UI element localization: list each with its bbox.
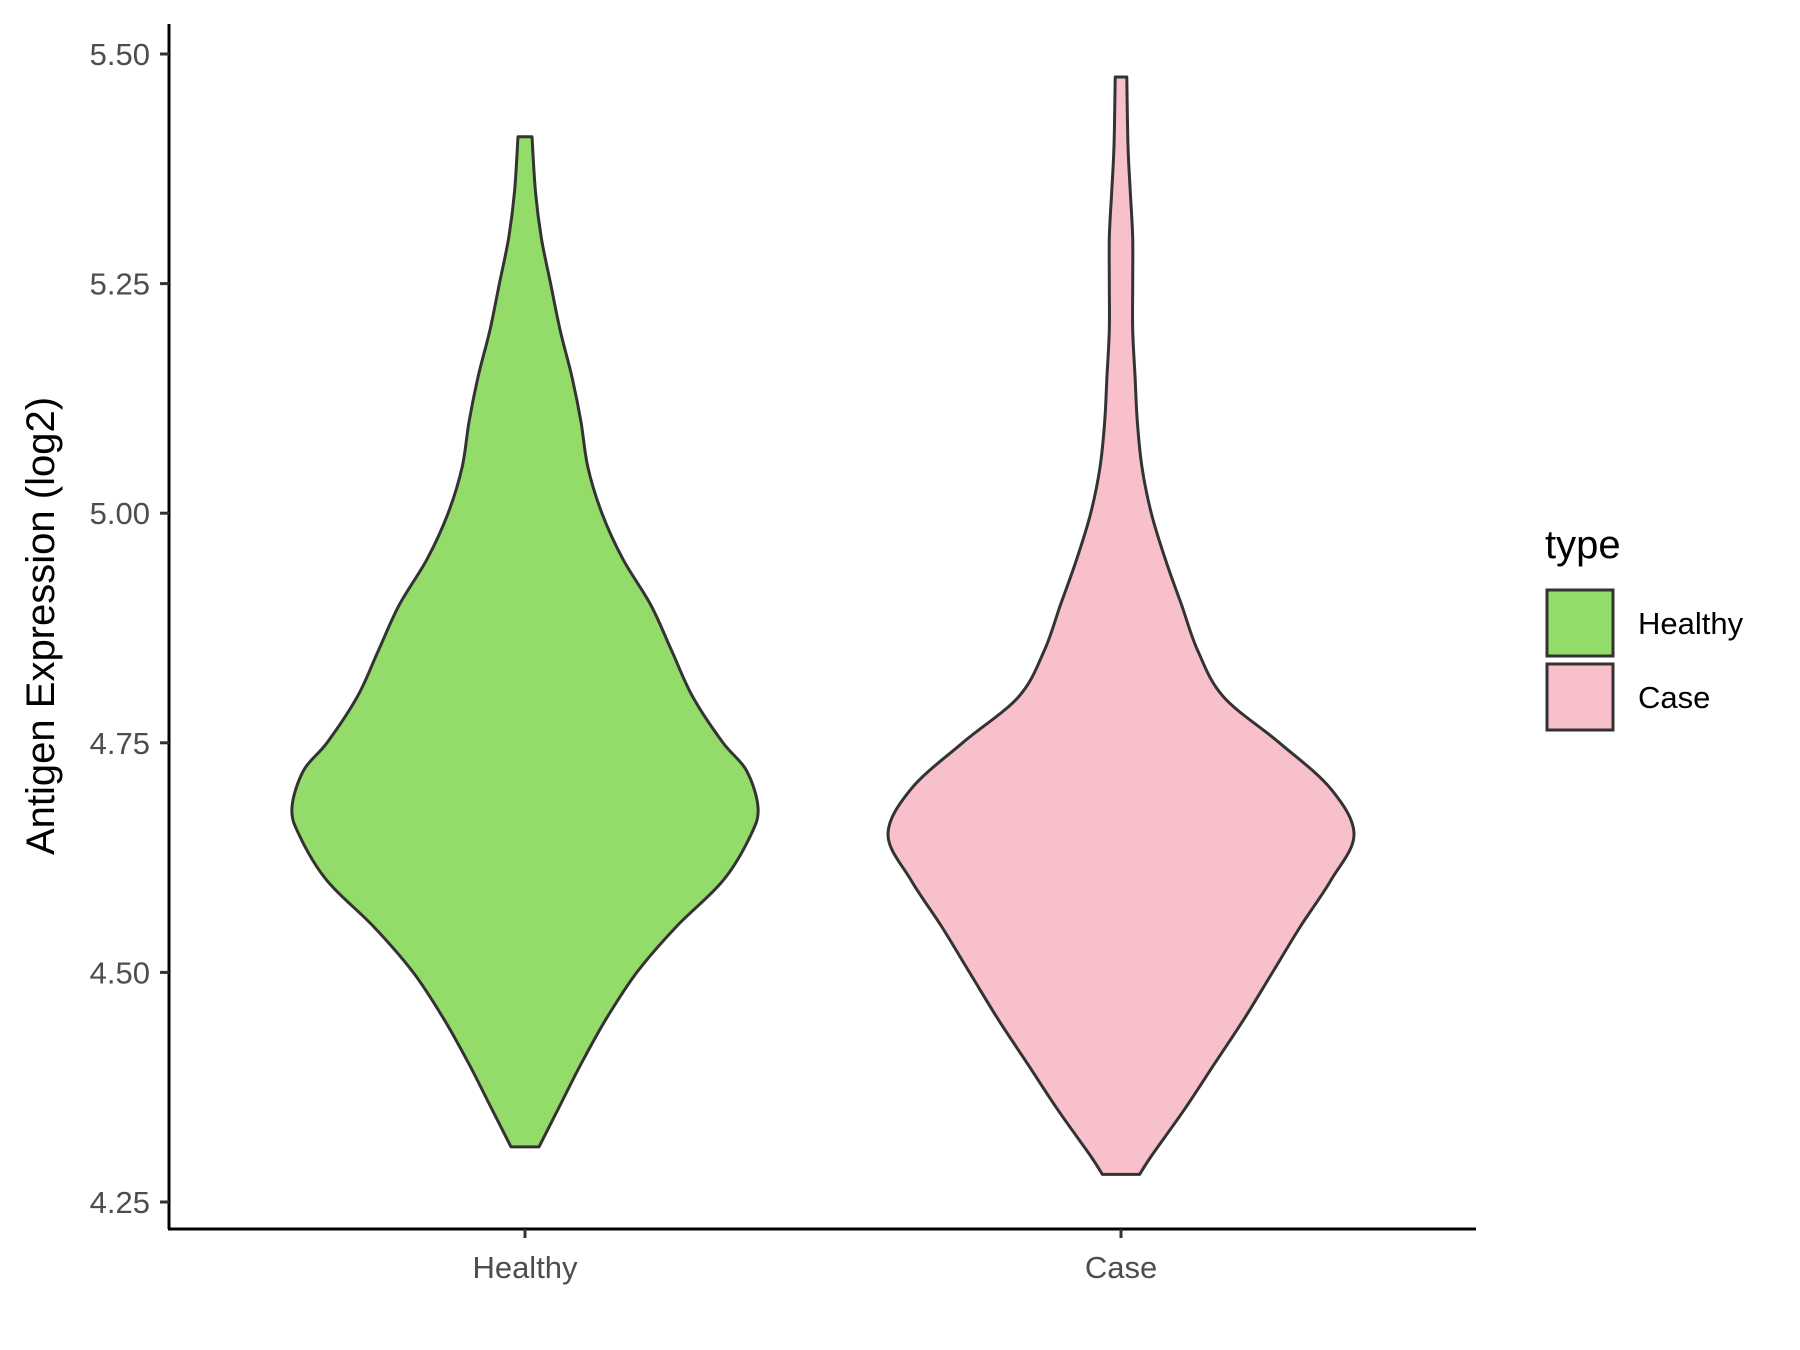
y-tick-label: 4.75 <box>90 726 150 761</box>
x-tick-label: Healthy <box>472 1250 578 1285</box>
legend-key-case <box>1545 662 1615 732</box>
violin-case <box>886 75 1356 1176</box>
violin-layer <box>290 75 1356 1176</box>
legend-label: Healthy <box>1638 606 1744 641</box>
y-axis-title: Antigen Expression (log2) <box>19 397 63 855</box>
legend-key-healthy <box>1545 588 1615 658</box>
y-ticks: 4.25 4.50 4.75 5.00 5.25 5.50 <box>90 37 169 1220</box>
legend-items: Healthy Case <box>1545 588 1744 732</box>
legend-title: type <box>1545 523 1621 567</box>
axes <box>167 24 1476 1231</box>
legend-label: Case <box>1638 680 1710 715</box>
y-tick-label: 4.25 <box>90 1185 150 1220</box>
x-ticks: Healthy Case <box>472 1229 1157 1285</box>
y-tick-label: 5.50 <box>90 37 150 72</box>
violin-healthy <box>290 135 760 1149</box>
legend: type Healthy Case <box>1545 523 1744 732</box>
y-tick-label: 5.00 <box>90 496 150 531</box>
y-tick-label: 5.25 <box>90 267 150 302</box>
x-tick-label: Case <box>1085 1250 1157 1285</box>
y-tick-label: 4.50 <box>90 955 150 990</box>
